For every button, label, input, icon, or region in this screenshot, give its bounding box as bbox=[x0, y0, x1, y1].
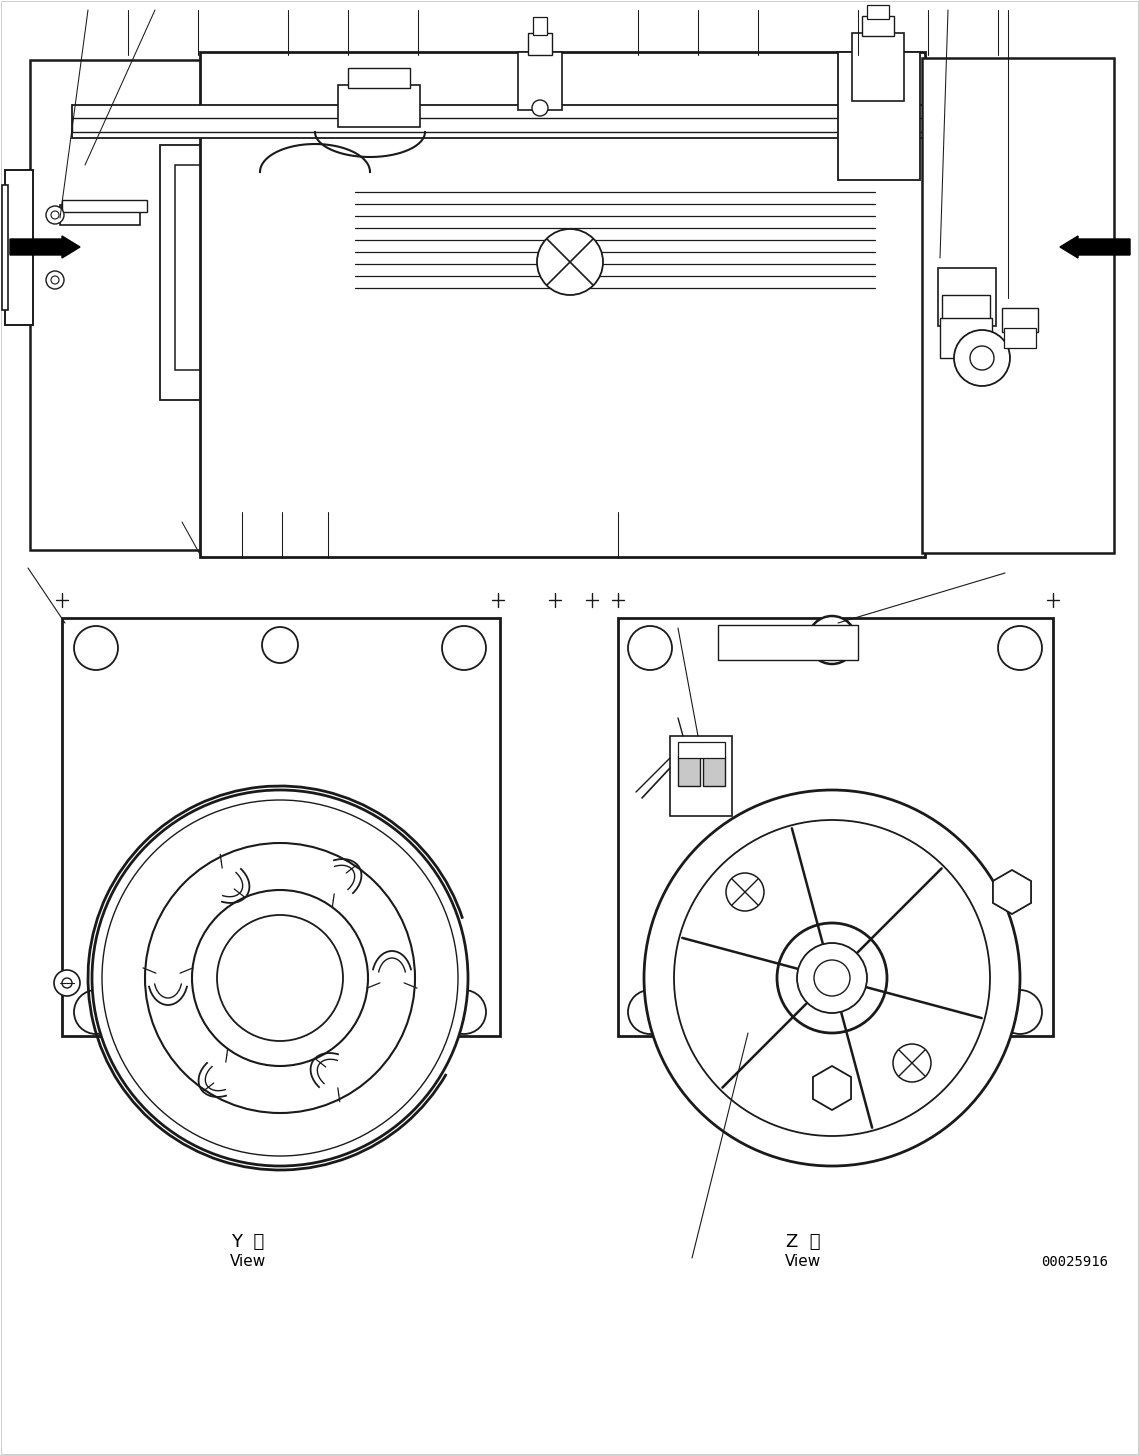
Bar bbox=[921, 58, 1114, 553]
Bar bbox=[62, 199, 147, 212]
Polygon shape bbox=[813, 1067, 851, 1110]
Bar bbox=[678, 742, 726, 758]
Bar bbox=[1003, 327, 1036, 348]
Circle shape bbox=[536, 228, 603, 295]
Bar bbox=[72, 118, 947, 132]
Bar bbox=[159, 146, 255, 400]
Circle shape bbox=[954, 330, 1010, 386]
Bar bbox=[1002, 308, 1038, 332]
Circle shape bbox=[819, 1075, 845, 1101]
Bar bbox=[338, 84, 420, 127]
Bar bbox=[60, 205, 140, 226]
Bar bbox=[218, 425, 249, 453]
Circle shape bbox=[218, 915, 343, 1040]
Bar bbox=[212, 386, 257, 455]
Circle shape bbox=[192, 890, 368, 1067]
Circle shape bbox=[51, 276, 59, 284]
Circle shape bbox=[46, 271, 64, 290]
Bar bbox=[838, 52, 920, 180]
Circle shape bbox=[821, 629, 843, 650]
Circle shape bbox=[628, 989, 672, 1035]
Bar bbox=[852, 33, 904, 100]
Bar bbox=[678, 757, 700, 786]
Bar bbox=[5, 170, 33, 324]
Circle shape bbox=[74, 989, 118, 1035]
Bar bbox=[703, 757, 726, 786]
Circle shape bbox=[777, 922, 887, 1033]
Circle shape bbox=[92, 790, 468, 1165]
Circle shape bbox=[674, 821, 990, 1136]
Bar bbox=[942, 295, 990, 330]
Circle shape bbox=[74, 626, 118, 669]
Text: View: View bbox=[230, 1254, 267, 1270]
Circle shape bbox=[145, 842, 415, 1113]
Bar bbox=[518, 52, 562, 111]
Bar bbox=[62, 618, 500, 1036]
Bar bbox=[718, 626, 858, 661]
Bar bbox=[218, 498, 248, 530]
Bar bbox=[533, 17, 547, 35]
Circle shape bbox=[262, 627, 298, 663]
Bar bbox=[175, 164, 243, 370]
Circle shape bbox=[628, 626, 672, 669]
Circle shape bbox=[999, 879, 1025, 905]
Circle shape bbox=[726, 873, 764, 911]
Bar bbox=[30, 60, 205, 550]
Circle shape bbox=[46, 207, 64, 224]
Circle shape bbox=[62, 978, 72, 988]
Circle shape bbox=[998, 626, 1042, 669]
Circle shape bbox=[532, 100, 548, 116]
Bar bbox=[349, 68, 410, 87]
Bar bbox=[670, 736, 732, 816]
Circle shape bbox=[814, 960, 850, 997]
Bar bbox=[218, 471, 248, 492]
Circle shape bbox=[797, 943, 867, 1013]
Text: Z  視: Z 視 bbox=[786, 1232, 820, 1251]
Bar bbox=[940, 319, 992, 358]
Circle shape bbox=[51, 211, 59, 220]
Bar bbox=[72, 105, 947, 138]
Text: Y  視: Y 視 bbox=[231, 1232, 264, 1251]
Bar bbox=[528, 33, 552, 55]
Circle shape bbox=[644, 790, 1021, 1165]
Bar bbox=[200, 52, 925, 557]
Text: 00025916: 00025916 bbox=[1041, 1256, 1108, 1269]
Bar bbox=[618, 618, 1052, 1036]
Bar bbox=[2, 185, 8, 310]
Circle shape bbox=[808, 615, 857, 663]
Bar bbox=[862, 16, 894, 36]
Circle shape bbox=[442, 989, 486, 1035]
FancyArrow shape bbox=[10, 236, 80, 258]
Bar bbox=[212, 455, 257, 487]
Text: View: View bbox=[785, 1254, 821, 1270]
Circle shape bbox=[998, 989, 1042, 1035]
Polygon shape bbox=[993, 870, 1031, 914]
Circle shape bbox=[54, 970, 80, 997]
Bar bbox=[939, 268, 995, 326]
Circle shape bbox=[442, 626, 486, 669]
Bar bbox=[867, 4, 890, 19]
Circle shape bbox=[893, 1045, 931, 1083]
FancyArrow shape bbox=[1060, 236, 1130, 258]
Circle shape bbox=[103, 800, 458, 1157]
Circle shape bbox=[970, 346, 994, 370]
